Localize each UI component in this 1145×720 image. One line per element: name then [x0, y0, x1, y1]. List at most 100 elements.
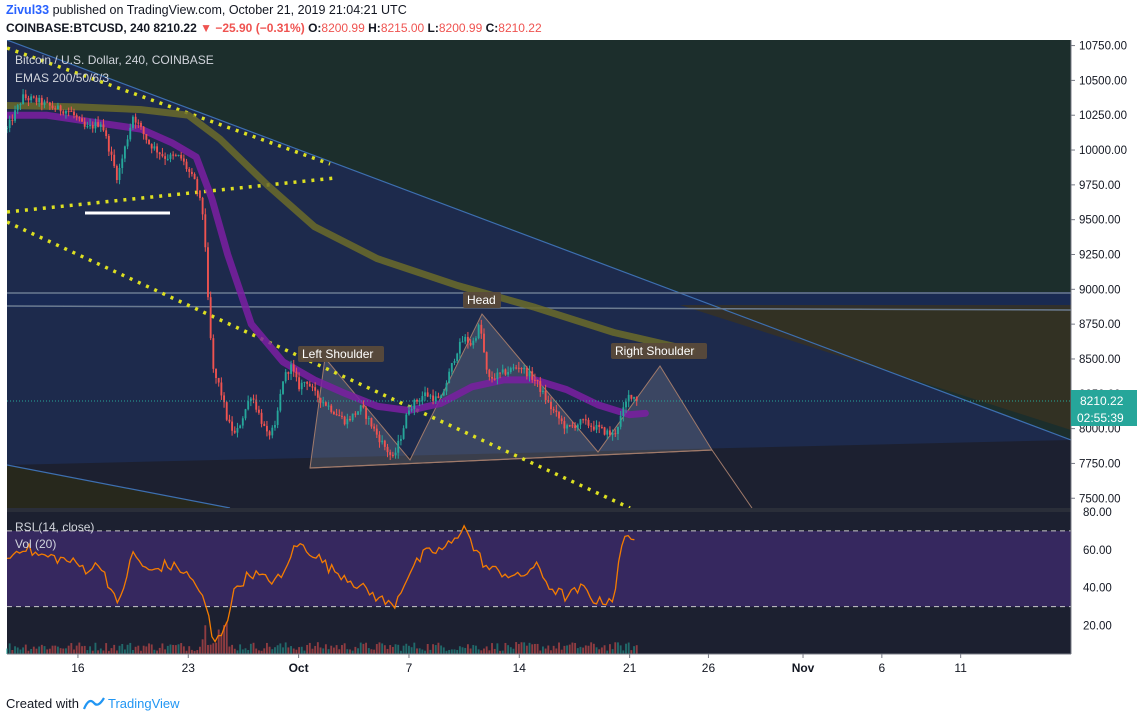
volume-bar: [633, 646, 635, 654]
volume-bar: [456, 649, 459, 654]
volume-bar: [383, 645, 386, 654]
candle-body: [547, 400, 550, 402]
volume-bar: [582, 647, 585, 654]
candle-body: [75, 115, 78, 118]
volume-bar: [279, 643, 282, 654]
rsi-line: [7, 524, 635, 643]
candle-body: [132, 116, 134, 128]
candle-body: [193, 174, 196, 180]
candle-body: [298, 377, 301, 390]
volume-bar: [523, 642, 526, 654]
high-label: H:: [368, 21, 381, 35]
candle-body: [30, 96, 33, 101]
time-tick-label: 6: [879, 661, 886, 675]
candle-body: [292, 364, 295, 372]
volume-bar: [107, 650, 110, 654]
candle-body: [247, 401, 250, 410]
volume-bar: [475, 645, 477, 654]
volume-bar: [622, 650, 625, 654]
candle-body: [592, 426, 595, 430]
volume-bar: [268, 646, 271, 654]
volume-bar: [501, 650, 504, 654]
candle-body: [391, 454, 394, 456]
candle-body: [67, 110, 70, 112]
candle-body: [231, 421, 234, 431]
candle-body: [54, 108, 57, 110]
candle-body: [11, 119, 14, 121]
candle-body: [174, 155, 177, 157]
candle-body: [81, 118, 83, 122]
rsi-tick-label: 40.00: [1083, 583, 1112, 595]
candle-body: [480, 324, 483, 334]
candle-body: [349, 418, 351, 421]
tradingview-link[interactable]: TradingView: [82, 696, 180, 711]
candle-body: [244, 409, 247, 419]
candle-body: [402, 428, 405, 439]
volume-bar: [40, 644, 43, 654]
price-axis[interactable]: [1071, 40, 1145, 690]
lower-trendline: [7, 464, 231, 508]
volume-bar: [236, 650, 239, 654]
volume-bar: [351, 650, 354, 654]
price-tick-label: 8500.00: [1079, 354, 1121, 366]
volume-bar: [24, 644, 27, 654]
volume-bar: [11, 650, 14, 654]
volume-bar: [448, 649, 451, 654]
price-tick-label: 9500.00: [1079, 215, 1121, 227]
candle-body: [343, 416, 346, 425]
chart-canvas[interactable]: 10750.00 10500.00 10250.00 10000.00 9750.00 9…: [0, 40, 1145, 690]
volume-bar: [215, 642, 217, 654]
candle-body: [220, 382, 223, 396]
candle-body: [140, 122, 142, 127]
volume-bar: [223, 625, 225, 654]
candle-body: [271, 427, 274, 436]
candle-body: [32, 96, 35, 98]
volume-bar: [78, 642, 81, 654]
volume-bar: [207, 644, 209, 654]
candle-body: [215, 368, 217, 379]
candle-body: [550, 401, 552, 410]
volume-bar: [73, 649, 75, 654]
volume-bar: [359, 642, 362, 654]
volume-bar: [115, 650, 118, 654]
candle-body: [485, 352, 488, 370]
candle-body: [70, 110, 73, 112]
volume-bar: [517, 643, 520, 654]
time-axis[interactable]: [0, 654, 1071, 690]
volume-bar: [255, 648, 258, 654]
candle-body: [531, 371, 534, 380]
volume-bar: [161, 643, 164, 654]
candle-body: [568, 425, 571, 427]
candle-body: [448, 371, 451, 384]
volume-bar: [274, 647, 276, 654]
volume-bar: [271, 649, 274, 654]
candle-body: [225, 402, 228, 420]
time-tick-label: 7: [406, 661, 413, 675]
candle-body: [284, 372, 287, 382]
candle-body: [405, 414, 408, 429]
volume-bar: [118, 645, 121, 654]
author-link[interactable]: Zivul33: [6, 3, 50, 17]
volume-bar: [201, 639, 204, 654]
candle-body: [8, 119, 11, 128]
candle-body: [65, 110, 67, 114]
candle-body: [207, 247, 209, 298]
volume-bar: [316, 642, 319, 654]
dotted-line-1: [7, 46, 331, 166]
price-tick-label: 7500.00: [1079, 493, 1121, 505]
candle-body: [145, 134, 148, 140]
time-tick-label: 21: [623, 661, 637, 675]
head-label-bg: [463, 292, 501, 308]
volume-bar: [571, 642, 574, 654]
volume-bar: [102, 650, 105, 654]
volume-bar: [576, 648, 579, 654]
volume-bar: [413, 642, 416, 654]
candle-body: [507, 372, 510, 375]
resistance-shadow: [680, 305, 1071, 430]
candle-body: [536, 379, 539, 382]
candle-body: [450, 363, 453, 372]
volume-bar: [394, 644, 397, 654]
volume-bar: [199, 646, 201, 654]
volume-bar: [204, 625, 207, 654]
candle-body: [7, 127, 8, 130]
